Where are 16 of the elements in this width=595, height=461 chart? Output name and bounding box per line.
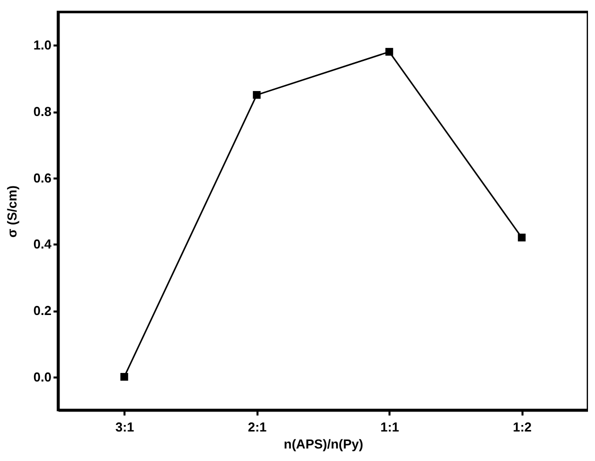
x-tick-label: 1:2 [512, 420, 532, 434]
y-tick-label: 0.6 [33, 170, 52, 186]
point [252, 91, 261, 99]
y-tick-label: 0.4 [33, 236, 52, 252]
x-tick-label: 1:1 [380, 420, 400, 434]
x-tick-label: 3:1 [115, 420, 134, 434]
y-tick-label: 1.0 [33, 38, 52, 53]
y-tick-label: 0.8 [33, 104, 52, 119]
point [120, 372, 128, 381]
x-tick-label: 2:1 [248, 420, 267, 434]
point [518, 234, 526, 242]
x-axis-title: n(APS)/n(Py) [284, 436, 364, 452]
point [385, 48, 394, 56]
y-axis-title: σ (S/cm) [4, 185, 20, 238]
y-tick-label: 0.0 [33, 369, 52, 384]
y-tick-label: 0.2 [33, 303, 52, 318]
